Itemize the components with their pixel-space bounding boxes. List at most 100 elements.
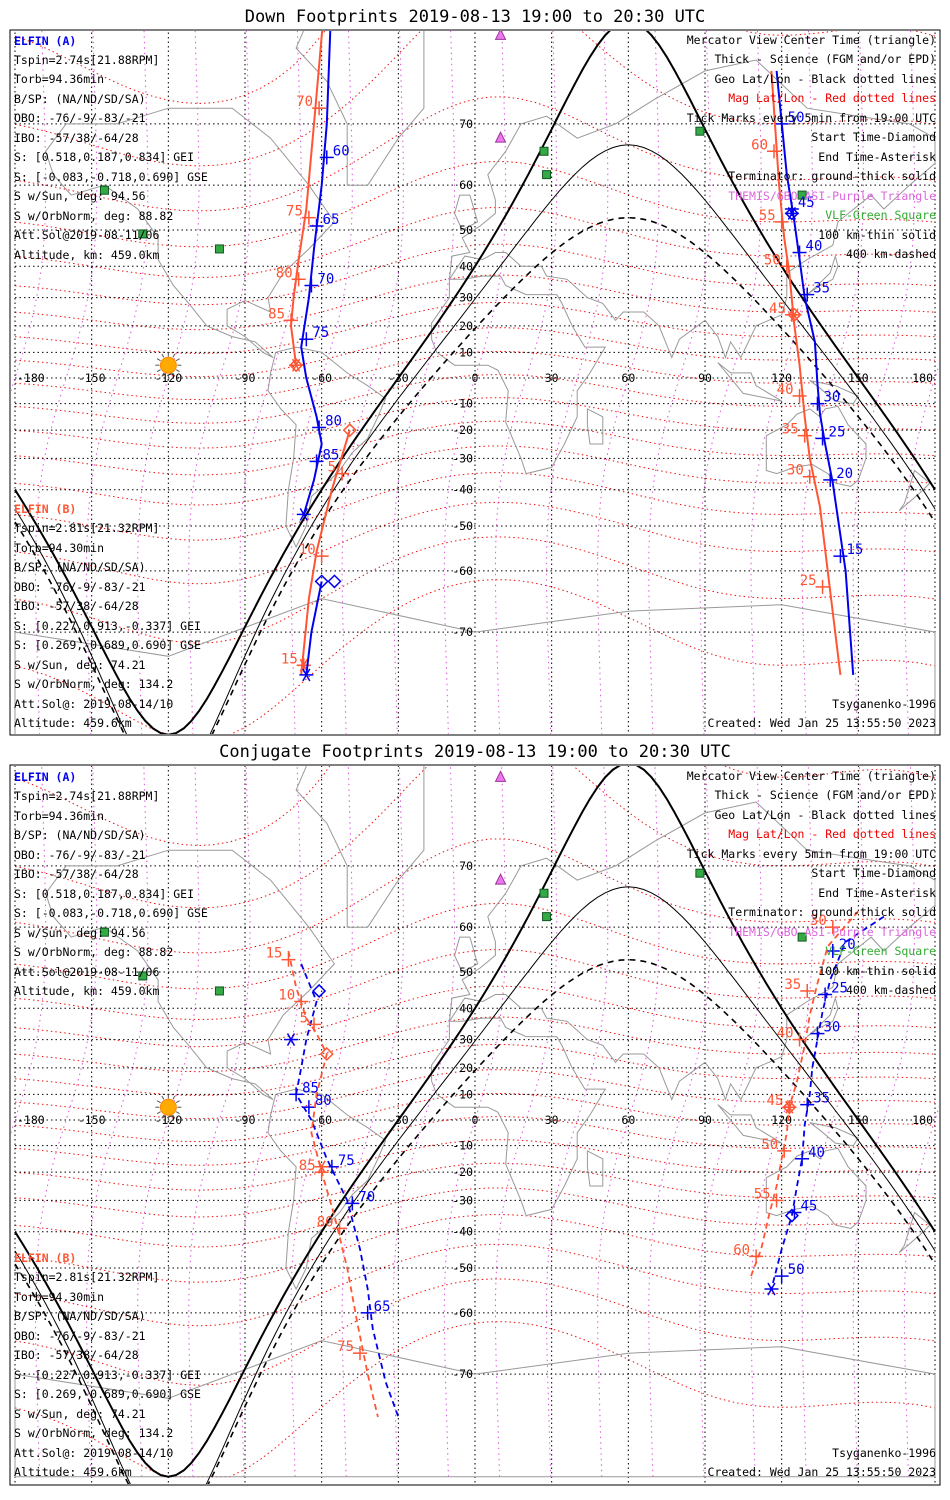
track-tick-label: 40 [777, 1026, 794, 1042]
track-tick-label: 55 [754, 1186, 771, 1202]
lon-tick-label: -90 [235, 1113, 256, 1127]
legend-item: Thick - Science (FGM and/or EPD) [714, 788, 936, 802]
end-asterisk-icon [764, 1282, 779, 1296]
vlf-square-icon [138, 971, 148, 981]
elfin-a-line: S: [0.518,0.187,0.834] GEI [14, 887, 194, 901]
elfin-b-line: Tspin=2.81s[21.32RPM] [14, 521, 159, 535]
elfin-b-line: S w/Sun, deg: 74.21 [14, 1407, 146, 1421]
elfin-a-line: S w/Sun, deg: 94.56 [14, 189, 146, 203]
asterisk-stroke [286, 1033, 296, 1047]
sun-icon [155, 352, 182, 379]
elfin-a-line: Tspin=2.74s[21.88RPM] [14, 789, 159, 803]
map-content: -180 -150 -120 -90 -60 -30 0 30 60 90 120 150 180706… [11, 31, 939, 734]
track-tick-label: 50 [761, 1137, 778, 1153]
asi-triangle-icon [494, 770, 507, 782]
vlf-square-icon [539, 888, 549, 898]
asterisk-stroke [785, 1100, 794, 1114]
elfin-b-line: IBO: -57/38/-64/28 [14, 599, 139, 613]
coastline [806, 254, 839, 296]
track-tick-label: 60 [333, 143, 350, 159]
track-line [300, 429, 351, 676]
lat-tick-label: -50 [452, 519, 473, 533]
lat-tick-label: 10 [459, 345, 473, 359]
elfin-b-line: S: [0.227,0.913,-0.337] GEI [14, 1368, 201, 1382]
start-diamond-icon [782, 1100, 797, 1115]
coastline [717, 1104, 782, 1144]
elfin-b-line: S: [0.269,-0.689,0.690] GSE [14, 1387, 201, 1401]
coastline [267, 346, 387, 549]
lon-tick-label: 150 [848, 1113, 869, 1127]
lon-tick-label: 180 [912, 371, 933, 385]
elfin-b-line: Att.Sol@: 2019-08-14/10 [14, 697, 173, 711]
asterisk-stroke [787, 206, 797, 220]
coastline [295, 766, 425, 928]
end-asterisk-icon [787, 308, 802, 322]
track-tick-label: 15 [846, 542, 863, 558]
terminator-100km [14, 886, 936, 1484]
model-label: Tsyganenko-1996 [832, 697, 936, 711]
elfin-b-line: OBO: -76/-9/-83/-21 [14, 1329, 146, 1343]
elfin-b-name: ELFIN (B) [14, 502, 76, 516]
elfin-a-line: Tspin=2.74s[21.88RPM] [14, 53, 159, 67]
conjugate-footprints-panel: Conjugate Footprints 2019-08-13 19:00 to… [9, 742, 941, 1486]
start-diamond-icon [327, 574, 342, 589]
footprint-track: 20 25 30 35 40 45 50 [764, 915, 885, 1296]
mag-lat-line [14, 1093, 936, 1143]
lat-tick-label: -40 [452, 1225, 473, 1239]
start-diamond-icon [784, 206, 799, 221]
end-asterisk-icon [782, 1100, 797, 1114]
lat-tick-label: 40 [459, 259, 473, 273]
elfin-a-line: S w/OrbNorm, deg: 88.82 [14, 945, 173, 959]
lat-tick-label: -70 [452, 1367, 473, 1381]
lon-tick-label: -30 [388, 371, 409, 385]
legend-item: Thick - Science (FGM and/or EPD) [714, 52, 936, 66]
vlf-square-icon [214, 986, 224, 996]
asterisk-stroke [302, 668, 311, 682]
coastline [809, 1122, 860, 1147]
coastline [454, 194, 479, 231]
geo-grid [14, 31, 936, 734]
lon-tick-label: 30 [545, 371, 559, 385]
end-asterisk-icon [314, 1160, 329, 1174]
lat-tick-label: 50 [459, 223, 473, 237]
coastline [454, 936, 479, 973]
sun-ray [161, 353, 165, 358]
track-tick-label: 70 [317, 272, 334, 288]
lon-tick-label: -180 [17, 1113, 45, 1127]
lon-tick-label: 90 [698, 371, 712, 385]
footprint-track: 60 65 70 75 80 85 [296, 31, 350, 589]
vlf-square-icon [797, 190, 807, 200]
elfin-a-line: Altitude, km: 459.0km [14, 984, 159, 998]
legend-item: Terminator: ground-thick solid [728, 169, 936, 183]
elfin-a-line: Torb=94.36min [14, 72, 104, 86]
footprint-track: 60 55 50 45 40 35 30 25 [751, 70, 842, 676]
elfin-a-line: OBO: -76/-9/-83/-21 [14, 848, 146, 862]
markers [99, 31, 807, 379]
lat-tick-label: -30 [452, 1193, 473, 1207]
markers [99, 770, 807, 1121]
sun-ray [161, 372, 165, 377]
sun-disk [159, 1098, 177, 1116]
elfin-a-line: IBO: -57/38/-64/28 [14, 867, 139, 881]
elfin-a-line: B/SP: (NA/ND/SD/SA) [14, 92, 146, 106]
start-diamond-icon [314, 574, 329, 589]
vlf-square-icon [542, 912, 552, 922]
lat-tick-label: 10 [459, 1087, 473, 1101]
lat-tick-label: -40 [452, 483, 473, 497]
legend: Mercator View Center Time (triangle) Thi… [687, 769, 936, 997]
legend-item: Geo Lat/Lon - Black dotted lines [714, 72, 936, 86]
legend-item: End Time-Asterisk [818, 150, 936, 164]
lat-tick-label: -50 [452, 1261, 473, 1275]
elfin-a-line: Att.Sol@2019-08-11/06 [14, 228, 159, 242]
track-tick-label: 5 [328, 460, 336, 476]
vlf-square-icon [695, 126, 705, 136]
elfin-b-line: S w/OrbNorm, deg: 134.2 [14, 677, 173, 691]
lat-tick-label: -10 [452, 1139, 473, 1153]
lat-tick-label: 30 [459, 1033, 473, 1047]
elfin-b-line: Torb=94.30min [14, 541, 104, 555]
map-layer: -180 -150 -120 -90 -60 -30 0 30 60 90 120 150 180706… [11, 31, 939, 734]
sun-ray [161, 1114, 165, 1119]
elfin-b-line: IBO: -57/38/-64/28 [14, 1348, 139, 1362]
track-tick-label: 10 [278, 988, 295, 1004]
track-tick-label: 15 [266, 946, 283, 962]
